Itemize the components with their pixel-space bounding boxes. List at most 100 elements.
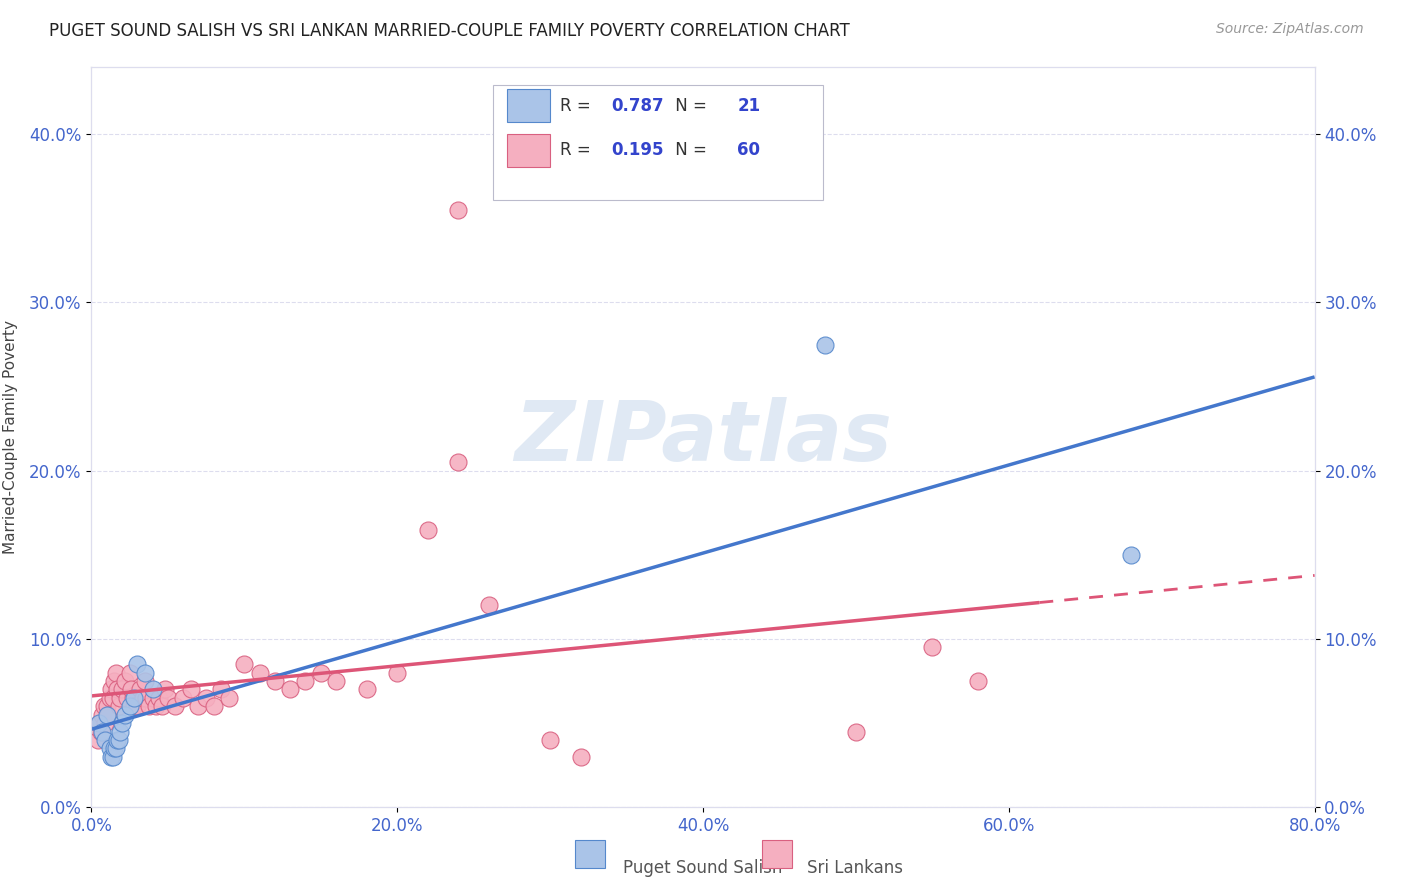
- Point: [569, 749, 592, 764]
- Point: [172, 690, 194, 705]
- Point: [104, 665, 127, 680]
- Point: [202, 699, 225, 714]
- Point: [447, 202, 470, 217]
- Point: [156, 690, 179, 705]
- Point: [121, 690, 143, 705]
- Point: [148, 690, 170, 705]
- Point: [97, 707, 120, 722]
- Point: [150, 699, 173, 714]
- Point: [108, 699, 131, 714]
- Point: [114, 707, 136, 722]
- Point: [138, 699, 160, 714]
- FancyBboxPatch shape: [492, 86, 823, 200]
- Point: [90, 724, 112, 739]
- Point: [110, 724, 132, 739]
- Point: [145, 699, 167, 714]
- Point: [845, 724, 868, 739]
- Text: 0.787: 0.787: [612, 96, 664, 115]
- Point: [447, 455, 470, 469]
- Point: [218, 690, 240, 705]
- Text: N =: N =: [671, 96, 711, 115]
- Point: [416, 523, 439, 537]
- Point: [114, 674, 136, 689]
- Point: [118, 665, 141, 680]
- Text: 0.195: 0.195: [612, 141, 664, 159]
- Point: [129, 682, 152, 697]
- Point: [87, 716, 110, 731]
- Point: [110, 690, 132, 705]
- Point: [98, 690, 121, 705]
- Point: [921, 640, 943, 655]
- Point: [209, 682, 232, 697]
- Point: [100, 682, 122, 697]
- Point: [180, 682, 202, 697]
- Point: [1121, 548, 1143, 562]
- Point: [325, 674, 347, 689]
- Text: Sri Lankans: Sri Lankans: [807, 859, 903, 877]
- Point: [96, 699, 118, 714]
- Point: [385, 665, 409, 680]
- FancyBboxPatch shape: [508, 89, 550, 122]
- Point: [135, 690, 157, 705]
- Text: 21: 21: [737, 96, 761, 115]
- Point: [278, 682, 301, 697]
- Text: R =: R =: [560, 96, 596, 115]
- Point: [101, 690, 124, 705]
- Point: [104, 741, 127, 756]
- Point: [96, 707, 118, 722]
- FancyBboxPatch shape: [508, 134, 550, 167]
- Point: [120, 682, 142, 697]
- Point: [111, 716, 134, 731]
- Point: [264, 674, 287, 689]
- Text: PUGET SOUND SALISH VS SRI LANKAN MARRIED-COUPLE FAMILY POVERTY CORRELATION CHART: PUGET SOUND SALISH VS SRI LANKAN MARRIED…: [49, 22, 851, 40]
- Text: Puget Sound Salish: Puget Sound Salish: [623, 859, 783, 877]
- FancyBboxPatch shape: [762, 840, 793, 868]
- Text: 60: 60: [737, 141, 761, 159]
- Point: [309, 665, 332, 680]
- Point: [122, 699, 145, 714]
- Point: [478, 599, 501, 613]
- Point: [105, 682, 128, 697]
- Text: N =: N =: [671, 141, 711, 159]
- Text: ZIPatlas: ZIPatlas: [515, 397, 891, 477]
- Point: [103, 674, 125, 689]
- Point: [134, 674, 156, 689]
- Point: [91, 724, 114, 739]
- Point: [103, 741, 125, 756]
- Point: [249, 665, 271, 680]
- Point: [93, 699, 115, 714]
- Point: [108, 733, 131, 747]
- Point: [94, 733, 117, 747]
- Point: [94, 716, 117, 731]
- Point: [141, 682, 163, 697]
- Point: [101, 749, 124, 764]
- Point: [100, 749, 122, 764]
- Point: [538, 733, 561, 747]
- Point: [294, 674, 316, 689]
- Point: [87, 716, 110, 731]
- Point: [141, 690, 163, 705]
- Point: [356, 682, 378, 697]
- Text: Source: ZipAtlas.com: Source: ZipAtlas.com: [1216, 22, 1364, 37]
- Point: [91, 707, 114, 722]
- Point: [122, 690, 145, 705]
- FancyBboxPatch shape: [575, 840, 605, 868]
- Point: [132, 690, 155, 705]
- Point: [115, 690, 138, 705]
- Point: [118, 699, 141, 714]
- Point: [98, 741, 121, 756]
- Point: [195, 690, 218, 705]
- Point: [233, 657, 256, 672]
- Text: R =: R =: [560, 141, 596, 159]
- Point: [165, 699, 187, 714]
- Point: [187, 699, 209, 714]
- Point: [105, 733, 128, 747]
- Point: [86, 733, 108, 747]
- Point: [111, 682, 134, 697]
- Point: [967, 674, 990, 689]
- Point: [127, 699, 149, 714]
- Y-axis label: Married-Couple Family Poverty: Married-Couple Family Poverty: [3, 320, 18, 554]
- Point: [153, 682, 176, 697]
- Point: [134, 665, 156, 680]
- Point: [127, 657, 149, 672]
